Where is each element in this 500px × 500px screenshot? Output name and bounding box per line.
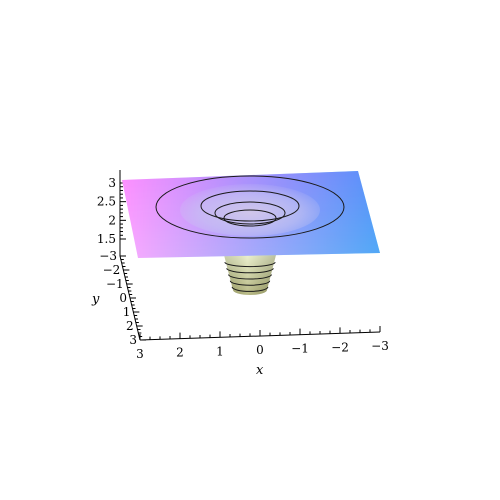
y-tick-label: −1 <box>106 277 124 291</box>
y-tick-label: 0 <box>119 291 127 305</box>
z-tick-label: 2 <box>108 213 116 227</box>
funnel <box>224 255 276 295</box>
funnel-ring <box>226 268 274 274</box>
contour-lines <box>155 175 345 239</box>
x-tick-label: 1 <box>216 344 224 358</box>
x-tick-label: −1 <box>291 342 309 356</box>
y-tick-label: −3 <box>99 249 117 263</box>
contour-line <box>155 175 345 239</box>
x-tick-label: 3 <box>136 347 144 361</box>
x-tick-label: −3 <box>371 339 389 353</box>
x-tick-label: 2 <box>176 346 184 360</box>
y-tick-label: 2 <box>126 319 134 333</box>
funnel-ring <box>224 261 276 268</box>
funnel-rings <box>224 261 276 292</box>
z-ticks: 3 2.5 2 1.5 <box>97 176 126 246</box>
y-tick-label: −2 <box>103 263 121 277</box>
z-tick-label: 3 <box>108 176 116 190</box>
z-tick-label: 1.5 <box>97 232 116 246</box>
z-axis: 3 2.5 2 1.5 <box>97 170 126 256</box>
y-tick-label: 3 <box>129 333 137 347</box>
x-tick-label: 0 <box>256 343 264 357</box>
funnel-ring <box>229 280 271 286</box>
funnel-shade <box>224 255 276 295</box>
y-tick-label: 1 <box>123 305 131 319</box>
x-ticks: 3 2 1 0 −1 −2 −3 <box>136 326 389 361</box>
contour-line <box>223 209 277 227</box>
x-tick-label: −2 <box>331 340 349 354</box>
x-axis-label: x <box>256 363 264 378</box>
funnel-ring <box>228 274 272 280</box>
contour-line <box>214 201 286 225</box>
x-axis: 3 2 1 0 −1 −2 −3 x <box>136 326 389 378</box>
contour-line <box>200 190 300 222</box>
y-axis-label: y <box>91 292 100 307</box>
z-tick-label: 2.5 <box>97 195 116 209</box>
funnel-ring <box>231 286 269 292</box>
surface-plane <box>122 171 380 258</box>
